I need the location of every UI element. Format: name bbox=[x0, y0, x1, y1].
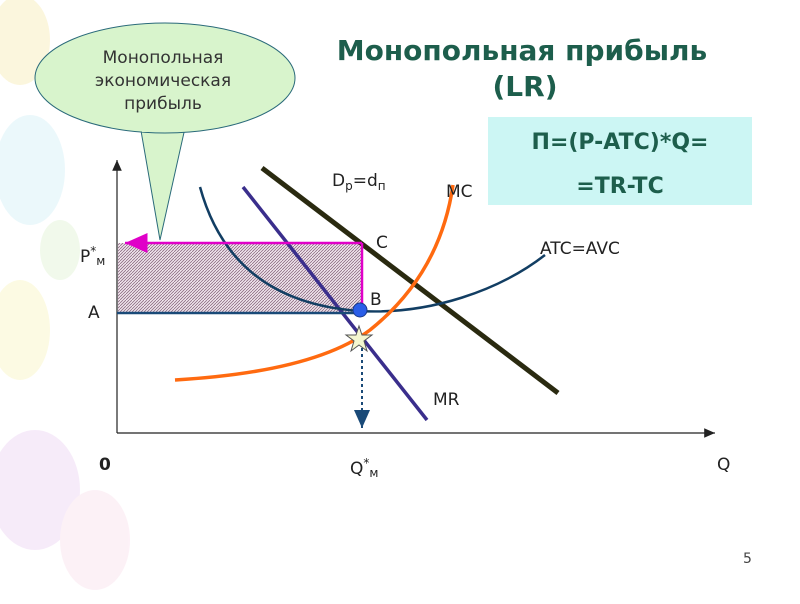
formula: =TR-TC bbox=[576, 174, 663, 199]
demand-label: Dр=dп bbox=[332, 171, 386, 193]
price-label: P*м bbox=[80, 244, 105, 268]
mr-curve bbox=[241, 185, 429, 422]
profit-area bbox=[118, 243, 362, 313]
point-a-label: A bbox=[88, 303, 100, 323]
origin-label: 0 bbox=[99, 455, 111, 475]
callout bbox=[34, 22, 296, 134]
label-sub: м bbox=[96, 254, 105, 268]
point-c-label: C bbox=[376, 233, 388, 253]
page-number: 5 bbox=[743, 551, 752, 567]
quantity-label: Q*м bbox=[350, 456, 378, 480]
label-part: =d bbox=[353, 171, 378, 191]
demand-curve bbox=[260, 166, 560, 395]
mr-label: MR bbox=[433, 390, 460, 410]
label-sup: * bbox=[90, 244, 96, 258]
point-b-label: B bbox=[370, 290, 382, 310]
title: (LR) bbox=[493, 70, 558, 103]
label-sup: * bbox=[363, 456, 369, 470]
x-axis-label: Q bbox=[717, 455, 730, 475]
mc-curve bbox=[174, 184, 455, 382]
decoration bbox=[0, 0, 130, 590]
callout-join bbox=[142, 118, 182, 132]
title: Монопольная прибыль bbox=[337, 34, 708, 67]
formula-box bbox=[488, 117, 752, 205]
label-part: P bbox=[80, 247, 90, 267]
formula: П=(P-ATC)*Q= bbox=[532, 130, 709, 155]
callout-text: прибыль bbox=[124, 94, 202, 114]
callout-text: экономическая bbox=[95, 71, 231, 91]
atc-label: ATC=AVC bbox=[540, 239, 620, 259]
mc-label: MC bbox=[446, 182, 473, 202]
label-part: Q bbox=[350, 459, 363, 479]
callout-tail bbox=[139, 124, 186, 241]
label-part: D bbox=[332, 171, 345, 191]
point-mr-mc bbox=[344, 324, 374, 353]
point-b bbox=[352, 302, 368, 318]
label-sub: р bbox=[345, 179, 353, 193]
callout-text: Монопольная bbox=[103, 48, 224, 68]
label-sub: п bbox=[378, 179, 386, 193]
label-sub: м bbox=[369, 466, 378, 480]
